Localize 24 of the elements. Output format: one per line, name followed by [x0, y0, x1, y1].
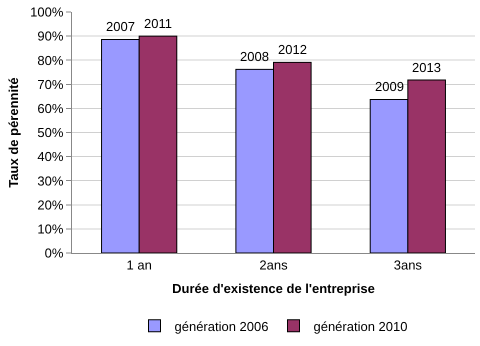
x-axis-title: Durée d'existence de l'entreprise — [172, 281, 375, 296]
annotation: 2009 — [375, 79, 404, 94]
x-tick-label: 2ans — [259, 258, 288, 273]
x-tick-label: 3ans — [394, 258, 422, 273]
legend-label: génération 2006 — [174, 318, 268, 334]
y-tick-label: 50% — [37, 125, 64, 140]
annotation: 2013 — [412, 60, 441, 75]
y-tick-label: 20% — [37, 197, 64, 212]
y-tick-label: 40% — [37, 149, 64, 164]
annotation: 2012 — [278, 42, 307, 57]
annotation: 2007 — [106, 19, 135, 34]
y-tick-label: 90% — [37, 28, 64, 44]
y-tick-label: 0% — [44, 246, 64, 261]
annotation: 2011 — [144, 16, 172, 31]
y-tick-label: 80% — [37, 52, 64, 68]
y-tick-label: 70% — [37, 76, 64, 92]
y-tick-label: 60% — [37, 100, 64, 116]
annotation: 2008 — [240, 49, 269, 64]
y-tick-label: 30% — [37, 173, 64, 188]
legend-label: génération 2010 — [313, 318, 408, 334]
y-tick-label: 10% — [37, 221, 64, 236]
y-tick-label: 100% — [30, 4, 64, 20]
y-axis-title: Taux de pérennité — [6, 77, 22, 188]
x-tick-label: 1 an — [126, 258, 152, 273]
